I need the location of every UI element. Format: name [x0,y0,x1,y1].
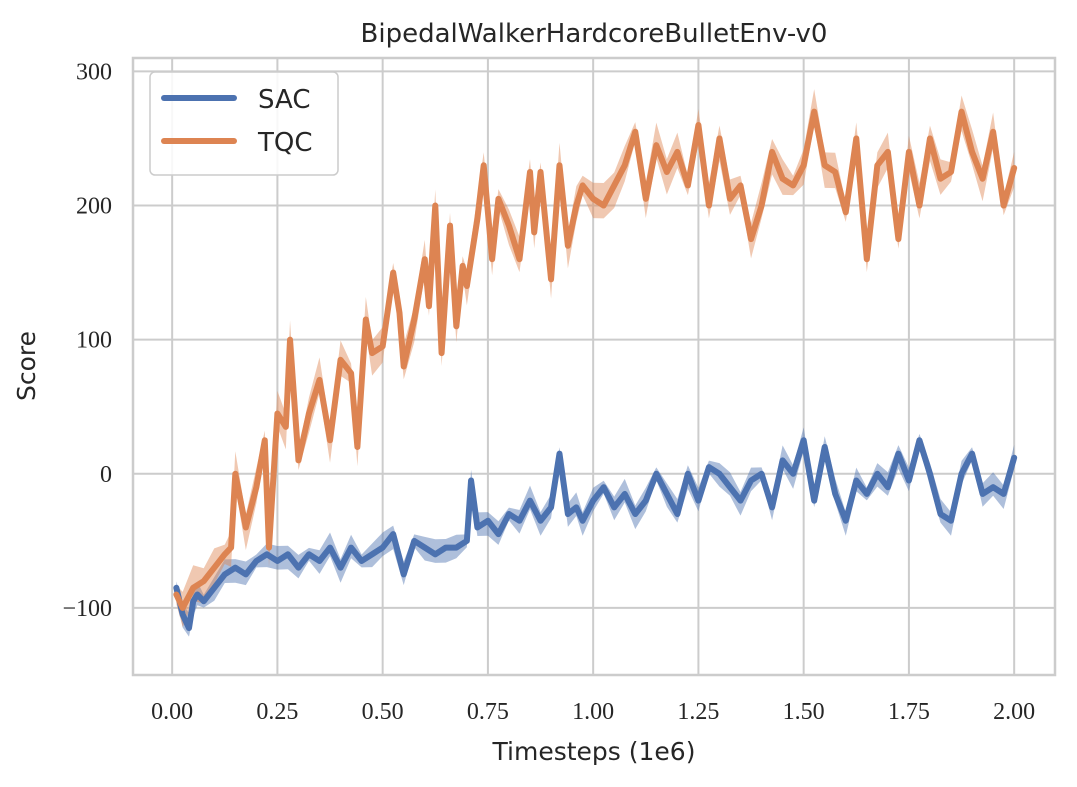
y-tick-label: 100 [76,328,112,354]
line-sac [173,437,1018,632]
y-tick-label: 0 [100,462,112,488]
y-axis-label: Score [12,331,41,401]
series-lines [173,108,1018,632]
y-tick-label: 200 [76,194,112,220]
x-tick-label: 2.00 [993,699,1035,725]
legend-label-tqc: TQC [257,128,313,158]
y-tick-label: −100 [62,596,112,622]
x-tick-label: 1.50 [783,699,825,725]
x-tick-label: 1.75 [888,699,930,725]
x-tick-label: 1.25 [677,699,719,725]
x-axis-label: Timesteps (1e6) [492,737,696,766]
x-tick-label: 0.25 [256,699,298,725]
band-sac [176,427,1015,637]
legend-label-sac: SAC [258,85,310,115]
plot-frame [131,56,1057,677]
x-tick-label: 0.50 [362,699,404,725]
line-tqc [173,108,1018,611]
chart-title: BipedalWalkerHardcoreBulletEnv-v0 [361,19,828,49]
y-tick-labels: −100 0 100 200 300 [62,59,112,622]
x-tick-label: 1.00 [572,699,614,725]
x-tick-labels: 0.00 0.25 0.50 0.75 1.00 1.25 1.50 1.75 2.00 [151,699,1035,725]
x-tick-label: 0.00 [151,699,193,725]
y-tick-label: 300 [76,59,112,85]
x-tick-label: 0.75 [467,699,509,725]
legend: SAC TQC [149,71,339,176]
